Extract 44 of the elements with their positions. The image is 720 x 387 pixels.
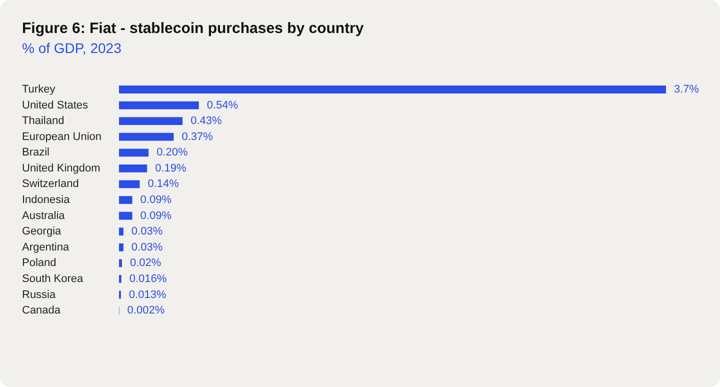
bar bbox=[119, 101, 199, 110]
data-label: 0.002% bbox=[127, 304, 165, 317]
chart-title: Figure 6: Fiat - stablecoin purchases by country bbox=[22, 20, 364, 37]
y-tick-label: Canada bbox=[22, 304, 62, 317]
data-label: 0.37% bbox=[182, 130, 214, 143]
y-tick-label: Georgia bbox=[22, 226, 62, 238]
bar bbox=[119, 132, 174, 141]
y-tick-label: Russia bbox=[22, 288, 57, 301]
data-label: 0.43% bbox=[190, 115, 222, 128]
bar bbox=[119, 259, 122, 268]
bar bbox=[119, 86, 666, 94]
bar bbox=[119, 243, 124, 252]
y-tick-label: Brazil bbox=[22, 146, 50, 159]
y-tick-label: Poland bbox=[22, 257, 56, 270]
data-label: 0.09% bbox=[140, 210, 172, 222]
data-label: 0.03% bbox=[131, 241, 163, 254]
data-label: 3.7% bbox=[674, 84, 700, 96]
y-tick-label: Thailand bbox=[22, 115, 64, 128]
bar bbox=[119, 148, 149, 157]
y-tick-label: Turkey bbox=[22, 84, 56, 96]
y-tick-label: South Korea bbox=[22, 272, 84, 285]
y-tick-label: European Union bbox=[22, 130, 102, 143]
bar bbox=[119, 117, 183, 126]
y-tick-label: Indonesia bbox=[22, 194, 71, 206]
bar bbox=[119, 196, 132, 204]
bar bbox=[119, 164, 148, 172]
data-label: 0.54% bbox=[206, 99, 238, 112]
y-tick-label: United Kingdom bbox=[22, 162, 100, 174]
data-label: 0.03% bbox=[131, 226, 163, 238]
data-label: 0.14% bbox=[148, 178, 180, 190]
bar bbox=[119, 212, 132, 220]
data-label: 0.09% bbox=[140, 194, 172, 206]
data-label: 0.013% bbox=[128, 288, 166, 301]
data-label: 0.20% bbox=[156, 146, 188, 159]
chart-subtitle: % of GDP, 2023 bbox=[22, 40, 122, 56]
bar bbox=[119, 228, 124, 236]
y-tick-label: Switzerland bbox=[22, 178, 79, 190]
data-label: 0.02% bbox=[130, 257, 162, 270]
y-tick-label: Argentina bbox=[22, 241, 70, 254]
y-tick-label: United States bbox=[22, 99, 89, 112]
bar bbox=[119, 180, 140, 188]
data-label: 0.19% bbox=[155, 162, 186, 174]
data-label: 0.016% bbox=[129, 272, 167, 285]
y-tick-label: Australia bbox=[22, 210, 66, 222]
